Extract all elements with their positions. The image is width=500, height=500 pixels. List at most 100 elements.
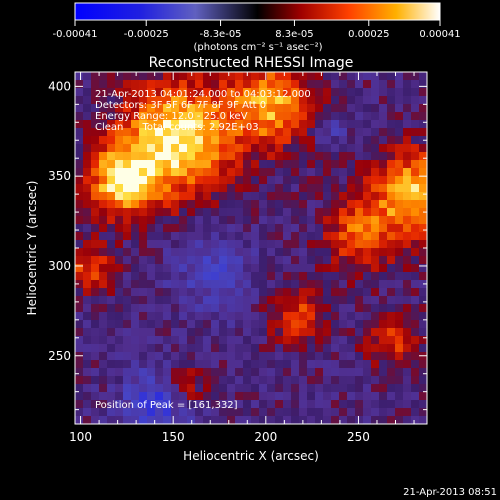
heatmap-cell <box>291 400 300 409</box>
heatmap-cell <box>123 240 132 249</box>
heatmap-cell <box>275 280 284 289</box>
heatmap-cell <box>131 168 140 177</box>
heatmap-cell <box>355 184 364 193</box>
heatmap-cell <box>251 232 260 241</box>
heatmap-cell <box>211 360 220 369</box>
heatmap-cell <box>323 208 332 217</box>
heatmap-cell <box>411 256 420 265</box>
heatmap-cell <box>139 280 148 289</box>
heatmap-cell <box>203 312 212 321</box>
heatmap-cell <box>115 152 124 161</box>
heatmap-cell <box>115 232 124 241</box>
heatmap-cell <box>203 152 212 161</box>
heatmap-cell <box>99 232 108 241</box>
heatmap-cell <box>219 184 228 193</box>
x-tick-label: 200 <box>254 430 277 444</box>
heatmap-cell <box>163 152 172 161</box>
heatmap-cell <box>179 384 188 393</box>
heatmap-cell <box>235 152 244 161</box>
heatmap-cell <box>187 176 196 185</box>
heatmap-cell <box>179 80 188 89</box>
heatmap-cell <box>155 176 164 185</box>
heatmap-cell <box>299 176 308 185</box>
heatmap-cell <box>331 376 340 385</box>
heatmap-cell <box>91 240 100 249</box>
heatmap-cell <box>131 368 140 377</box>
heatmap-cell <box>411 144 420 153</box>
heatmap-cell <box>411 72 420 81</box>
heatmap-cell <box>99 192 108 201</box>
heatmap-cell <box>99 344 108 353</box>
heatmap-cell <box>299 72 308 81</box>
heatmap-cell <box>347 72 356 81</box>
heatmap-cell <box>107 368 116 377</box>
heatmap-cell <box>283 304 292 313</box>
heatmap-cell <box>139 240 148 249</box>
heatmap-cell <box>91 112 100 121</box>
heatmap-cell <box>251 368 260 377</box>
heatmap-cell <box>403 208 412 217</box>
heatmap-cell <box>187 80 196 89</box>
heatmap-cell <box>155 184 164 193</box>
heatmap-cell <box>387 376 396 385</box>
heatmap-cell <box>75 72 84 81</box>
heatmap-cell <box>139 376 148 385</box>
heatmap-cell <box>411 96 420 105</box>
heatmap-cell <box>403 264 412 273</box>
heatmap-cell <box>219 304 228 313</box>
heatmap-cell <box>243 224 252 233</box>
heatmap-cell <box>299 224 308 233</box>
heatmap-cell <box>243 280 252 289</box>
heatmap-cell <box>371 112 380 121</box>
heatmap-cell <box>315 264 324 273</box>
heatmap-cell <box>323 320 332 329</box>
heatmap-cell <box>211 136 220 145</box>
heatmap-cell <box>323 240 332 249</box>
heatmap-cell <box>131 360 140 369</box>
heatmap-cell <box>283 96 292 105</box>
heatmap-cell <box>243 184 252 193</box>
heatmap-cell <box>411 272 420 281</box>
heatmap-cell <box>219 160 228 169</box>
heatmap-cell <box>219 248 228 257</box>
heatmap-cell <box>299 272 308 281</box>
heatmap-cell <box>139 368 148 377</box>
heatmap-cell <box>187 224 196 233</box>
heatmap-cell <box>291 416 300 424</box>
heatmap-cell <box>235 160 244 169</box>
heatmap-cell <box>355 72 364 81</box>
heatmap-cell <box>315 344 324 353</box>
heatmap-cell <box>371 160 380 169</box>
heatmap-cell <box>267 320 276 329</box>
heatmap-cell <box>275 288 284 297</box>
heatmap-cell <box>275 336 284 345</box>
heatmap-cell <box>219 272 228 281</box>
heatmap-cell <box>91 368 100 377</box>
heatmap-cell <box>139 136 148 145</box>
heatmap-cell <box>315 336 324 345</box>
heatmap-cell <box>131 304 140 313</box>
heatmap-cell <box>347 232 356 241</box>
heatmap-cell <box>211 376 220 385</box>
heatmap-cell <box>379 208 388 217</box>
heatmap-cell <box>275 272 284 281</box>
heatmap-cell <box>75 216 84 225</box>
heatmap-cell <box>195 304 204 313</box>
heatmap-cell <box>187 248 196 257</box>
heatmap-cell <box>331 344 340 353</box>
heatmap-cell <box>163 208 172 217</box>
heatmap-cell <box>403 384 412 393</box>
heatmap-cell <box>307 312 316 321</box>
heatmap-cell <box>339 280 348 289</box>
heatmap-cell <box>211 408 220 417</box>
heatmap-cell <box>147 160 156 169</box>
heatmap-cell <box>227 240 236 249</box>
heatmap-cell <box>419 336 427 345</box>
heatmap-cell <box>91 344 100 353</box>
heatmap-cell <box>91 400 100 409</box>
heatmap-cell <box>107 128 116 137</box>
heatmap-cell <box>131 232 140 241</box>
heatmap-cell <box>371 328 380 337</box>
heatmap-cell <box>99 240 108 249</box>
heatmap-cell <box>187 112 196 121</box>
